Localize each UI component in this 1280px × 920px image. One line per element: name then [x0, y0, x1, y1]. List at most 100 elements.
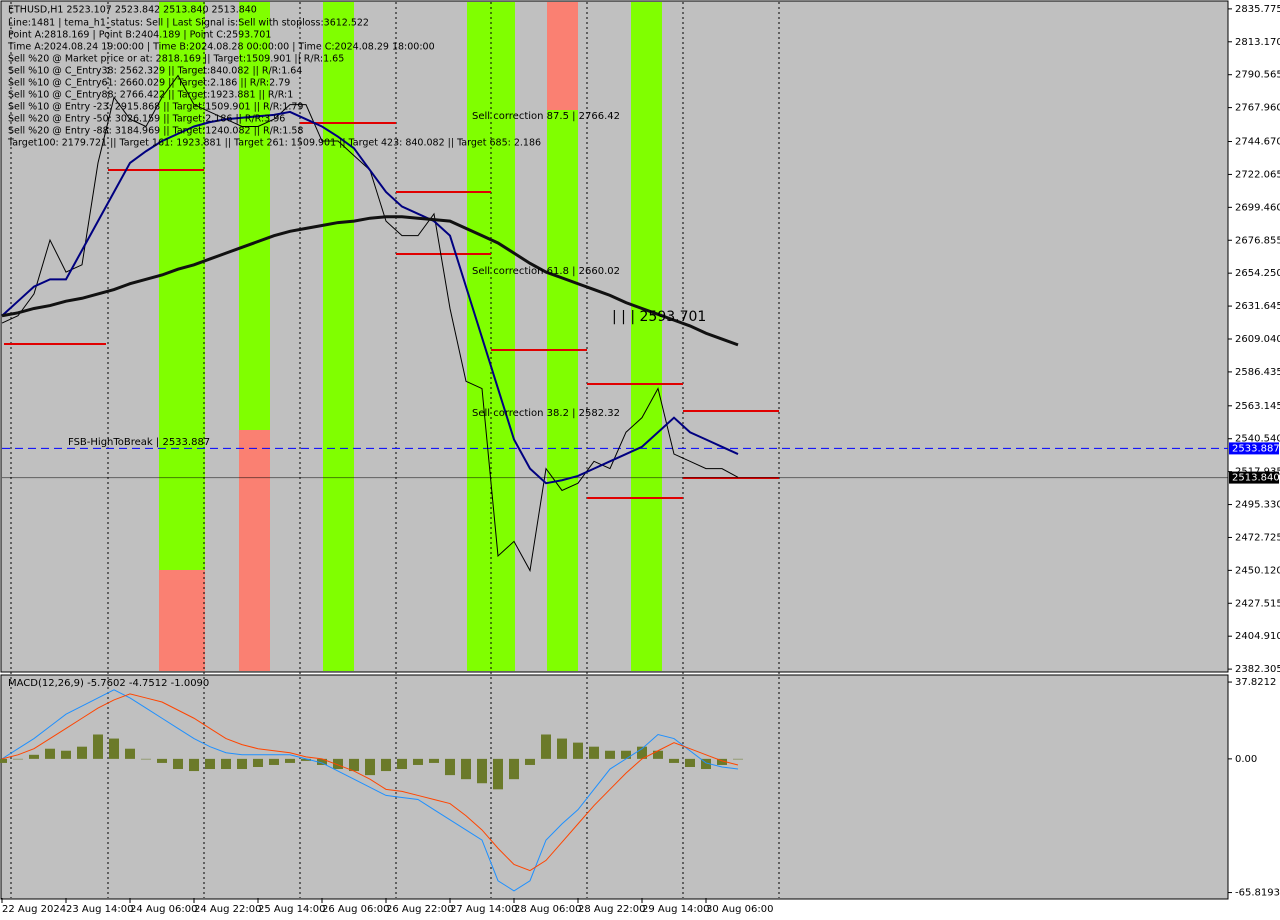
histogram-bar [349, 758, 359, 772]
histogram-bar [717, 758, 727, 765]
price-level-label: 2533.887 [1232, 443, 1280, 454]
info-line: Sell %20 @ Entry -50: 3026.159 || Target… [8, 114, 285, 125]
histogram-bar [477, 758, 487, 784]
y-tick-label: 2744.670 [1235, 137, 1280, 148]
y-tick-label: 2563.145 [1235, 401, 1280, 412]
info-line: Target100: 2179.721 || Target 161: 1923.… [7, 138, 541, 149]
y-tick-label: 37.8212 [1235, 677, 1276, 688]
band [159, 570, 205, 671]
y-tick-label: 2676.855 [1235, 235, 1280, 246]
histogram-bar [573, 742, 583, 759]
annotation: Sell correction 87.5 | 2766.42 [472, 111, 620, 122]
histogram-bar [141, 758, 151, 760]
annotation: | | | 2593.701 [612, 309, 706, 325]
histogram-bar [637, 746, 647, 759]
histogram-bar [365, 758, 375, 776]
y-tick-label: 2450.120 [1235, 565, 1280, 576]
histogram-bar [525, 758, 535, 765]
y-tick-label: 2790.565 [1235, 70, 1280, 81]
histogram-bar [125, 748, 135, 759]
histogram-bar [109, 738, 119, 759]
y-tick-label: 2835.775 [1235, 4, 1280, 15]
y-tick-label: 2404.910 [1235, 631, 1280, 642]
session-bands [159, 2, 662, 671]
y-tick-label: 2540.540 [1235, 434, 1280, 445]
y-tick-label: 2654.250 [1235, 268, 1280, 279]
y-tick-label: 2767.960 [1235, 103, 1280, 114]
info-line: Time A:2024.08.24 19:00:00 | Time B:2024… [7, 42, 435, 53]
x-tick-label: 22 Aug 2024 [2, 904, 66, 915]
histogram-bar [445, 758, 455, 776]
histogram-bar [541, 734, 551, 759]
price-level-label: 2513.840 [1232, 473, 1280, 484]
info-line: Sell %20 @ Market price or at: 2818.169 … [8, 54, 344, 65]
x-tick-label: 23 Aug 14:00 [66, 904, 133, 915]
histogram-bar [0, 758, 7, 763]
x-tick-label: 24 Aug 06:00 [130, 904, 197, 915]
histogram-bar [381, 758, 391, 772]
band [631, 2, 662, 671]
histogram-bar [429, 758, 439, 763]
histogram-bar [29, 754, 39, 759]
band [239, 2, 270, 430]
histogram-bar [701, 758, 711, 770]
histogram-bar [13, 758, 23, 760]
y-tick-label: 2699.460 [1235, 202, 1280, 213]
histogram-bar [173, 758, 183, 770]
histogram-bar [557, 738, 567, 759]
band [547, 2, 578, 110]
price-panel [0, 0, 1229, 673]
histogram-bar [157, 758, 167, 763]
panel-title: MACD(12,26,9) -5.7602 -4.7512 -1.0090 [8, 678, 209, 689]
info-line: Line:1481 | tema_h1_status: Sell | Last … [8, 18, 369, 29]
x-tick-label: 26 Aug 06:00 [322, 904, 389, 915]
y-tick-label: 2609.040 [1235, 334, 1280, 345]
histogram-bar [301, 758, 311, 761]
moving-average [1, 215, 739, 347]
y-tick-label: 2382.305 [1235, 664, 1280, 675]
histogram-bar [93, 734, 103, 759]
x-tick-label: 30 Aug 06:00 [706, 904, 773, 915]
histogram-bar [605, 750, 615, 759]
histogram-bar [237, 758, 247, 770]
band [159, 2, 205, 570]
x-tick-label: 25 Aug 14:00 [258, 904, 325, 915]
band [239, 430, 270, 671]
price-level-box [1229, 442, 1279, 455]
histogram-bar [397, 758, 407, 770]
moving-average [1, 110, 739, 485]
histogram-bar [733, 758, 743, 760]
y-tick-label: 2631.645 [1235, 301, 1280, 312]
y-tick-label: -65.8193 [1235, 888, 1280, 899]
histogram-bar [77, 746, 87, 759]
annotation: Sell correction 61.8 | 2660.02 [472, 266, 620, 277]
price-level-box [1229, 471, 1279, 484]
y-tick-label: 2722.065 [1235, 169, 1280, 180]
info-line: Sell %10 @ C_Entry88: 2766.422 || Target… [8, 90, 293, 101]
period-separators [10, 2, 780, 898]
macd-line [1, 693, 739, 872]
histogram-bar [45, 748, 55, 759]
y-tick-label: 2427.515 [1235, 598, 1280, 609]
histogram-bar [205, 758, 215, 770]
y-tick-label: 2472.725 [1235, 532, 1280, 543]
info-line: Point A:2818.169 | Point B:2404.189 | Po… [8, 30, 271, 41]
histogram-bar [317, 758, 327, 765]
info-line: Sell %10 @ Entry -23: 2915.868 || Target… [8, 102, 303, 113]
histogram-bar [685, 758, 695, 767]
histogram-bar [653, 750, 663, 759]
x-tick-label: 28 Aug 22:00 [578, 904, 645, 915]
histogram-bar [461, 758, 471, 780]
chart-title: ETHUSD,H1 2523.107 2523.842 2513.840 251… [8, 5, 257, 16]
x-tick-label: 29 Aug 14:00 [642, 904, 709, 915]
marks: 2835.775 2813.170 2790.565 2767.960 2744.670… [0, 4, 1280, 915]
histogram-bar [669, 758, 679, 763]
histogram-bar [493, 758, 503, 790]
y-tick-label: 2813.170 [1235, 37, 1280, 48]
macd-line [1, 689, 739, 892]
histogram-bar [589, 746, 599, 759]
histogram-bar [621, 750, 631, 759]
histogram-bar [269, 758, 279, 765]
histogram-bar [253, 758, 263, 767]
x-tick-label: 24 Aug 22:00 [194, 904, 261, 915]
